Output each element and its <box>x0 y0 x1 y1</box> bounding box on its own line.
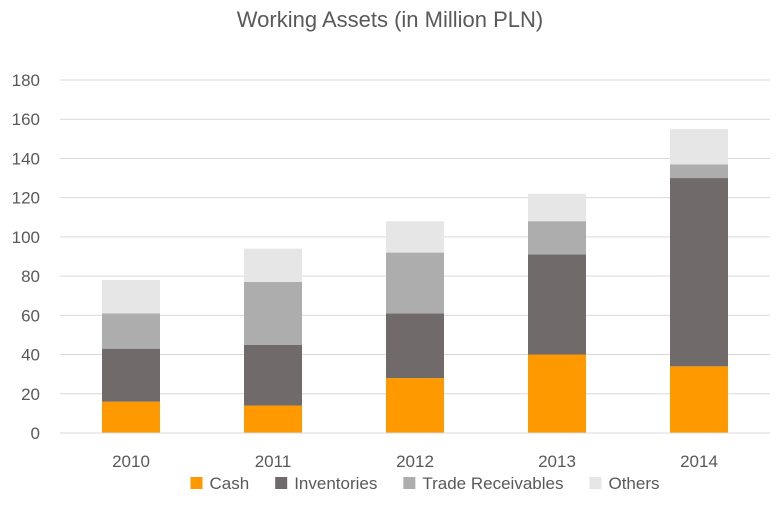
bar-segment-inventories-2012 <box>386 313 444 379</box>
y-tick-label: 20 <box>21 385 40 404</box>
legend-label: Cash <box>210 474 250 493</box>
bar-segment-cash-2014 <box>670 366 728 433</box>
y-axis: 0 20 40 60 80 100 120 140 160 180 <box>12 71 40 443</box>
bar-segment-others-2010 <box>102 280 160 314</box>
legend-label: Trade Receivables <box>422 474 563 493</box>
y-tick-label: 80 <box>21 267 40 286</box>
bar-segment-inventories-2010 <box>102 348 160 402</box>
legend-item-cash: Cash <box>190 474 250 493</box>
bar-segment-inventories-2014 <box>670 178 728 367</box>
x-tick-label: 2014 <box>680 452 718 471</box>
x-tick-label: 2013 <box>538 452 576 471</box>
legend-label: Inventories <box>294 474 377 493</box>
bar-segment-others-2011 <box>244 248 302 282</box>
bar-segment-cash-2010 <box>102 401 160 433</box>
y-tick-label: 160 <box>12 110 40 129</box>
legend-swatch <box>190 477 203 489</box>
bar-segment-trade-receivables-2014 <box>670 164 728 179</box>
legend-swatch <box>403 477 416 489</box>
legend-swatch <box>275 477 288 489</box>
y-tick-label: 120 <box>12 189 40 208</box>
x-tick-label: 2011 <box>255 452 292 471</box>
chart-title: Working Assets (in Million PLN) <box>237 7 543 32</box>
bar-segment-others-2012 <box>386 221 444 253</box>
legend-item-others: Others <box>589 474 660 493</box>
bar-segment-trade-receivables-2011 <box>244 281 302 345</box>
bar-segment-inventories-2011 <box>244 344 302 406</box>
x-tick-label: 2012 <box>396 452 434 471</box>
bar-segment-others-2014 <box>670 129 728 165</box>
bars <box>102 129 728 433</box>
legend-item-inventories: Inventories <box>275 474 377 493</box>
bar-segment-cash-2012 <box>386 378 444 433</box>
bar-segment-inventories-2013 <box>528 254 586 355</box>
x-axis: 2010 2011 2012 2013 2014 <box>112 452 718 471</box>
bar-segment-trade-receivables-2012 <box>386 252 444 314</box>
bar-segment-trade-receivables-2010 <box>102 313 160 349</box>
legend-item-trade-receivables: Trade Receivables <box>403 474 563 493</box>
legend: Cash Inventories Trade Receivables Others <box>190 474 660 493</box>
x-tick-label: 2010 <box>112 452 150 471</box>
y-tick-label: 140 <box>12 149 40 168</box>
legend-swatch <box>589 477 602 489</box>
y-tick-label: 40 <box>21 346 40 365</box>
bar-segment-cash-2013 <box>528 354 586 433</box>
bar-segment-others-2013 <box>528 193 586 222</box>
bar-segment-cash-2011 <box>244 405 302 433</box>
legend-label: Others <box>608 474 659 493</box>
y-tick-label: 60 <box>21 306 40 325</box>
y-tick-label: 180 <box>12 71 40 90</box>
y-tick-label: 100 <box>12 228 40 247</box>
bar-segment-trade-receivables-2013 <box>528 221 586 255</box>
y-tick-label: 0 <box>31 424 40 443</box>
